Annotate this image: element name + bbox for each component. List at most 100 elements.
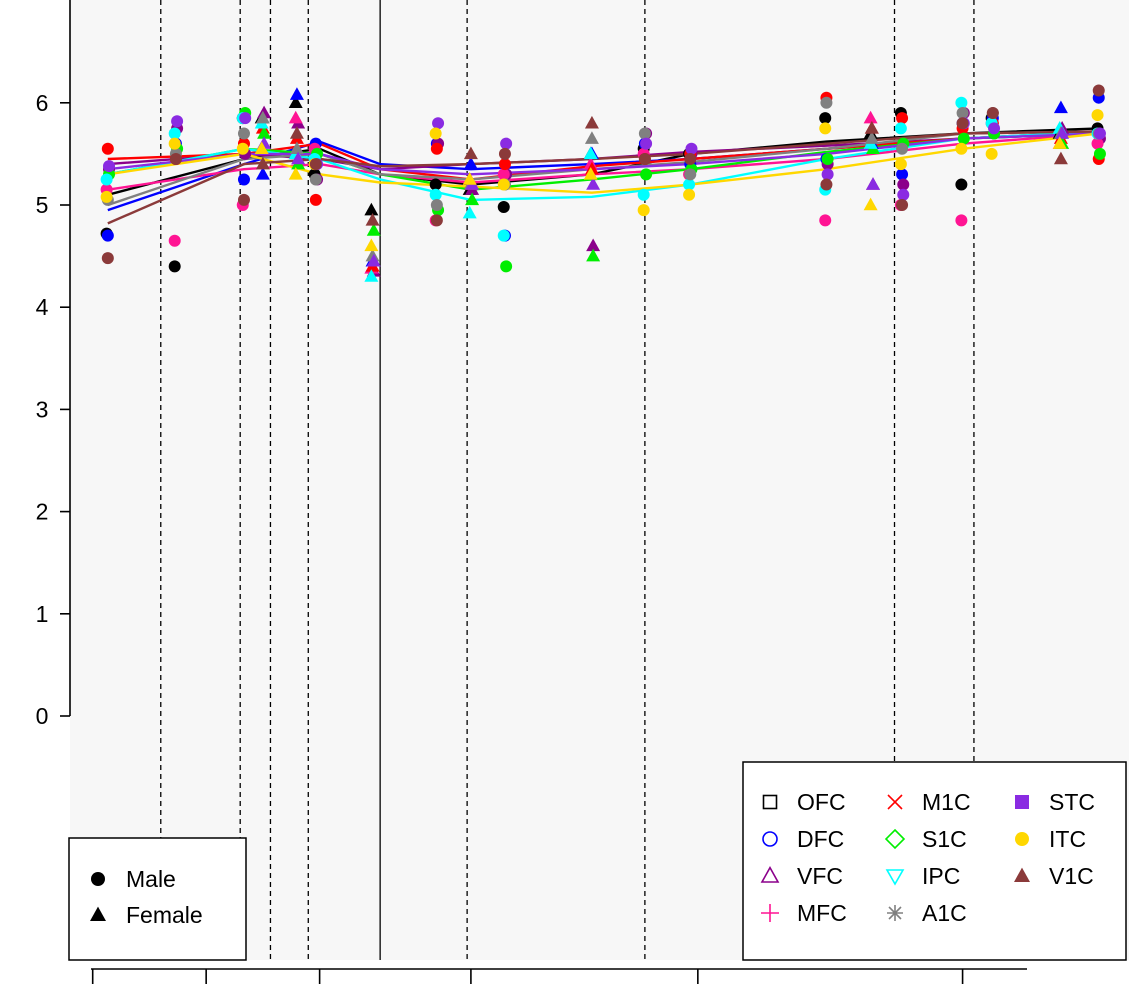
point-stc-9 <box>500 137 513 150</box>
point-stc-17 <box>988 122 1001 135</box>
point-dfc-18 <box>1053 100 1068 114</box>
point-m1c-0 <box>101 142 114 155</box>
point-v1c-8 <box>463 146 478 160</box>
point-itc-16 <box>955 142 968 155</box>
point-mfc-19 <box>1091 137 1104 150</box>
point-stc-0 <box>103 160 116 173</box>
legend-itc-icon <box>1015 832 1029 846</box>
point-s1c-11 <box>640 168 653 181</box>
point-v1c-0 <box>101 252 114 265</box>
point-a1c-12 <box>684 168 697 181</box>
point-v1c-19 <box>1092 84 1105 97</box>
point-a1c-11 <box>638 127 651 140</box>
legend-v1c-icon <box>1014 867 1030 882</box>
y-tick-label-0: 0 <box>36 703 49 729</box>
legend-vfc-label: VFC <box>797 863 843 889</box>
point-v1c-2 <box>237 193 250 206</box>
point-itc-14 <box>863 197 878 211</box>
point-v1c-14 <box>864 121 879 134</box>
legend-dfc-icon <box>762 831 778 847</box>
point-s1c-19 <box>1093 147 1106 160</box>
point-stc-19 <box>1093 127 1106 140</box>
point-v1c-5 <box>309 158 322 171</box>
point-itc-18 <box>1052 136 1067 149</box>
point-ofc-1 <box>168 260 181 273</box>
legend-mfc-label: MFC <box>797 900 847 926</box>
point-s1c-16 <box>957 132 970 145</box>
point-stc-12 <box>685 142 698 155</box>
point-v1c-7 <box>430 214 443 227</box>
point-ipc-16 <box>955 96 968 109</box>
x-axis-ticks <box>91 969 964 984</box>
point-v1c-16 <box>956 117 969 130</box>
point-mfc-9 <box>497 168 510 181</box>
point-itc-19 <box>1091 109 1104 122</box>
point-itc-8 <box>462 172 477 185</box>
point-s1c-8 <box>465 192 480 206</box>
point-mfc-16 <box>955 214 968 227</box>
point-a1c-3 <box>255 110 270 124</box>
point-itc-3 <box>254 141 269 155</box>
point-m1c-9 <box>498 158 511 171</box>
point-ofc-13 <box>819 112 832 125</box>
point-itc-15 <box>894 158 907 171</box>
y-tick-label-2: 2 <box>36 499 49 525</box>
sex-legend-circle-icon <box>91 872 105 886</box>
fit-line-mfc <box>107 132 1099 191</box>
point-stc-10 <box>586 177 601 190</box>
vertical-lines <box>160 0 975 960</box>
sex-legend-label-1: Female <box>126 902 203 928</box>
point-ofc-9 <box>497 201 510 214</box>
point-itc-4 <box>288 166 303 180</box>
point-stc-14 <box>866 177 881 190</box>
y-axis-ticks: 0 1 2 3 4 5 6 <box>36 90 70 729</box>
point-itc-2 <box>236 142 249 155</box>
point-ofc-7 <box>429 178 442 191</box>
point-ipc-9 <box>497 229 510 242</box>
point-v1c-17 <box>986 107 999 120</box>
point-stc-15 <box>897 188 910 201</box>
point-v1c-1 <box>169 153 182 166</box>
point-itc-12 <box>683 188 696 201</box>
point-m1c-5 <box>309 193 322 206</box>
point-ofc-4 <box>288 95 303 109</box>
point-dfc-0 <box>101 229 114 242</box>
legend-ipc-icon <box>885 869 905 886</box>
y-tick-label-4: 4 <box>36 294 49 320</box>
sex-legend-label-0: Male <box>126 866 176 892</box>
sex-legend: Male Female <box>68 837 247 961</box>
data-points <box>100 84 1106 282</box>
point-v1c-13 <box>820 178 833 191</box>
point-v1c-6 <box>365 212 380 226</box>
point-itc-7 <box>429 127 442 140</box>
point-vfc-10 <box>586 238 601 252</box>
point-v1c-9 <box>498 147 511 160</box>
point-s1c-13 <box>821 153 834 166</box>
point-ipc-10 <box>583 146 598 160</box>
point-v1c-12 <box>684 153 697 166</box>
fit-line-itc <box>107 132 1099 194</box>
point-itc-0 <box>100 190 113 203</box>
point-ipc-11 <box>637 188 650 201</box>
point-v1c-18 <box>1053 151 1068 165</box>
legend-s1c-icon <box>884 828 906 850</box>
point-m1c-15 <box>896 112 909 125</box>
point-stc-13 <box>821 168 834 181</box>
point-s1c-6 <box>366 223 381 236</box>
point-dfc-3 <box>255 166 270 180</box>
point-dfc-2 <box>237 173 250 186</box>
point-v1c-11 <box>638 153 651 166</box>
legend-a1c-label: A1C <box>922 900 967 926</box>
legend-stc-label: STC <box>1049 789 1095 815</box>
point-dfc-4 <box>289 87 304 100</box>
legend-dfc-label: DFC <box>797 826 844 852</box>
point-v1c-15 <box>896 199 909 211</box>
point-ofc-6 <box>364 202 379 216</box>
point-ipc-15 <box>894 122 907 135</box>
sex-legend-box <box>68 837 247 961</box>
point-stc-11 <box>640 137 653 150</box>
point-m1c-7 <box>430 142 443 155</box>
point-stc-18 <box>1055 126 1070 139</box>
point-v1c-3 <box>255 156 270 170</box>
